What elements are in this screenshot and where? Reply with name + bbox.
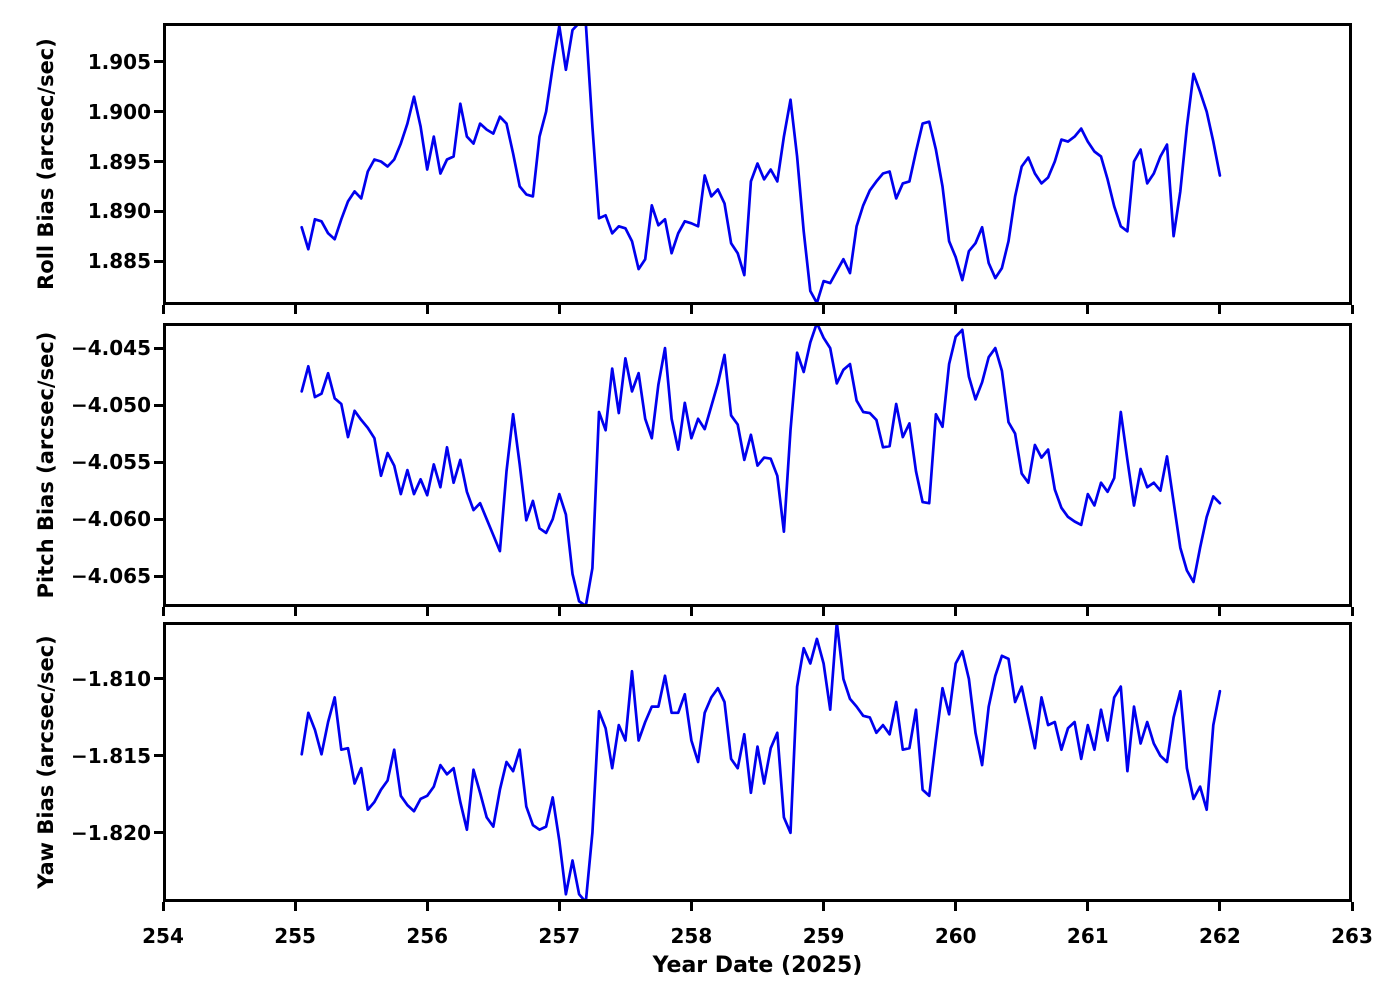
x-tick-label: 255 (274, 924, 316, 948)
y-axis-label-roll-bias: Roll Bias (arcsec/sec) (34, 38, 58, 290)
x-tick-label: 262 (1199, 924, 1241, 948)
y-tick (154, 754, 163, 758)
y-tick (154, 346, 163, 350)
x-tick (557, 305, 561, 314)
y-tick (154, 403, 163, 407)
x-tick-label: 263 (1331, 924, 1373, 948)
x-tick-label: 261 (1066, 924, 1109, 948)
x-tick (689, 607, 693, 616)
pitch-bias-plot-area (300, 326, 1222, 604)
y-tick (154, 574, 163, 578)
x-tick (822, 902, 826, 911)
y-axis-label-yaw-bias: Yaw Bias (arcsec/sec) (34, 635, 58, 889)
y-tick-label: 1.900 (87, 99, 151, 124)
x-tick (1218, 902, 1222, 911)
x-tick (689, 902, 693, 911)
y-tick (154, 677, 163, 681)
axes-pitch-bias (163, 323, 1352, 607)
y-tick-label: −1.815 (70, 743, 151, 768)
yaw-bias-plot-area (300, 625, 1222, 899)
y-axis-label-pitch-bias: Pitch Bias (arcsec/sec) (34, 331, 58, 599)
y-tick-label: 1.890 (87, 199, 151, 224)
y-tick-label: −4.045 (70, 336, 151, 361)
y-tick-label: −4.065 (70, 564, 151, 589)
roll-bias-plot-area (300, 26, 1222, 302)
y-tick (154, 460, 163, 464)
x-tick (1350, 902, 1354, 911)
x-tick (1086, 305, 1090, 314)
x-tick (822, 305, 826, 314)
x-tick (954, 902, 958, 911)
x-tick (161, 902, 165, 911)
x-tick-label: 259 (802, 924, 845, 948)
x-axis-label: Year Date (2025) (652, 953, 863, 978)
x-tick (1086, 607, 1090, 616)
x-tick (425, 607, 429, 616)
y-tick (154, 60, 163, 64)
x-tick (293, 607, 297, 616)
x-tick (557, 607, 561, 616)
x-tick-label: 256 (406, 924, 449, 948)
y-tick (154, 160, 163, 163)
x-tick (425, 305, 429, 314)
y-tick-label: −4.055 (70, 450, 151, 475)
x-tick (161, 607, 165, 616)
y-tick-label: −1.810 (70, 666, 151, 691)
x-tick (689, 305, 693, 314)
x-tick (557, 902, 561, 911)
x-tick (425, 902, 429, 911)
pitch-bias-line (300, 326, 1222, 604)
roll-bias-line (300, 26, 1222, 302)
y-tick (154, 110, 163, 114)
y-tick (154, 831, 163, 835)
x-tick-label: 254 (142, 924, 184, 948)
y-tick-label: −1.820 (70, 820, 151, 845)
y-tick-label: 1.885 (87, 249, 151, 274)
x-tick-label: 260 (934, 924, 977, 948)
x-tick (293, 305, 297, 314)
x-tick (1218, 305, 1222, 314)
y-tick-label: −4.060 (70, 507, 151, 532)
y-tick (154, 259, 163, 263)
x-tick (1218, 607, 1222, 616)
x-tick (1350, 305, 1354, 314)
x-tick (822, 607, 826, 616)
y-tick-label: 1.905 (87, 49, 151, 74)
axes-yaw-bias (163, 622, 1352, 902)
axes-roll-bias (163, 23, 1352, 305)
x-tick (161, 305, 165, 314)
x-tick (954, 607, 958, 616)
y-tick-label: 1.895 (87, 149, 151, 174)
x-tick (1350, 607, 1354, 616)
yaw-bias-line (300, 625, 1222, 899)
x-tick (293, 902, 297, 911)
x-tick-label: 257 (538, 924, 581, 948)
x-tick (954, 305, 958, 314)
y-tick-label: −4.050 (70, 393, 151, 418)
x-tick-label: 258 (670, 924, 713, 948)
y-tick (154, 517, 163, 521)
x-tick (1086, 902, 1090, 911)
y-tick (154, 209, 163, 213)
